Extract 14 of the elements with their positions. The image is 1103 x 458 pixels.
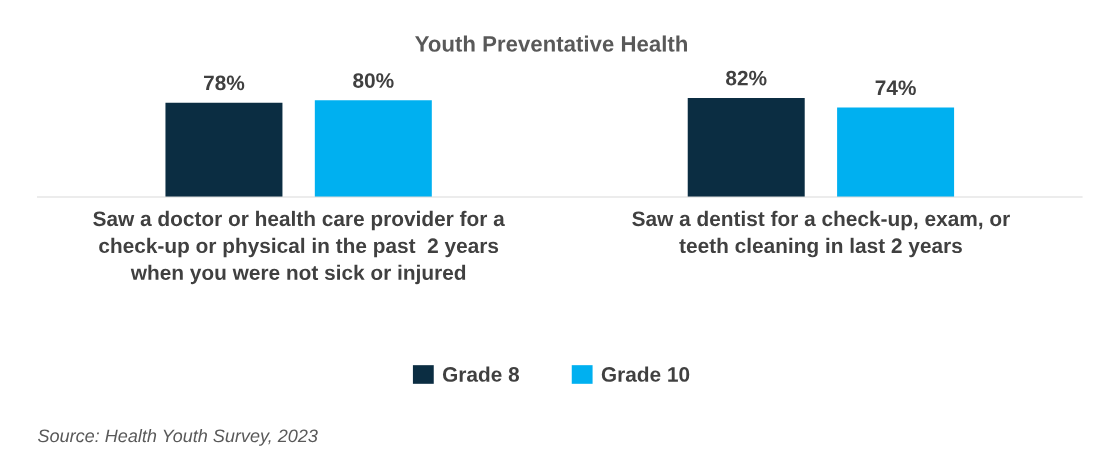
bar: [687, 97, 805, 197]
x-tick-label: Saw a doctor or health care provider for a check-up or physical in the past 2 years when you were not sick or injured: [93, 210, 505, 285]
data-label: 82%: [726, 70, 767, 86]
chart-title: Youth Preventative Health: [415, 35, 687, 52]
legend-label: Grade 10: [601, 366, 690, 382]
source-note: Source: Health Youth Survey, 2023: [38, 428, 318, 446]
data-label: 74%: [875, 80, 916, 96]
bar: [165, 102, 283, 197]
data-label: 80%: [353, 73, 394, 88]
bar: [837, 107, 955, 197]
data-label: 78%: [204, 75, 245, 91]
x-tick-label: Saw a dentist for a check-up, exam, or teeth cleaning in last 2 years: [632, 210, 1010, 258]
bar: [314, 100, 432, 197]
legend-label: Grade 8: [442, 366, 520, 382]
